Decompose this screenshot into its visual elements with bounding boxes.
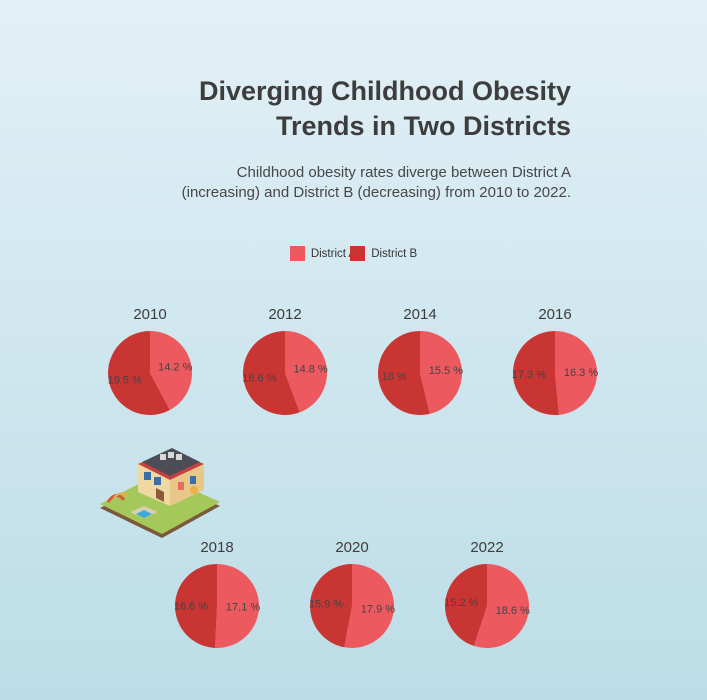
- chart-subtitle: Childhood obesity rates diverge between …: [181, 164, 571, 201]
- pie-label-2016: 2016: [538, 306, 571, 323]
- school-building-icon: [100, 448, 220, 538]
- pie-value-label-2010-district-b: 19.5 %: [108, 374, 142, 386]
- pie-slice-2022-district-b[interactable]: [444, 564, 487, 646]
- pie-label-2018: 2018: [200, 539, 233, 556]
- pie-value-label-2018-district-b: 16.6 %: [174, 600, 208, 612]
- pie-label-2020: 2020: [335, 539, 368, 556]
- pie-value-label-2016-district-b: 17.3 %: [512, 369, 546, 381]
- pie-label-2012: 2012: [268, 306, 301, 323]
- legend: District A District B: [0, 246, 707, 261]
- pie-label-2014: 2014: [403, 306, 436, 323]
- legend-swatch-district-a: [289, 246, 305, 261]
- pie-slice-2014-district-b[interactable]: [378, 331, 430, 416]
- pie-slice-2022-district-a[interactable]: [473, 564, 529, 648]
- pie-label-2010: 2010: [133, 306, 166, 323]
- legend-item-district-a[interactable]: District A: [289, 246, 357, 261]
- pie-slice-2010-district-b[interactable]: [107, 331, 170, 415]
- pie-slice-2018-district-b[interactable]: [174, 564, 217, 648]
- pie-slice-2014-district-a[interactable]: [420, 330, 463, 414]
- pie-slice-2016-district-b[interactable]: [513, 331, 559, 415]
- pie-2010: 2010 14.2 % 19.5 %: [108, 306, 193, 415]
- pie-value-label-2016-district-a: 16.3 %: [564, 367, 598, 379]
- legend-swatch-district-b: [350, 246, 366, 261]
- pie-2022: 2022 18.6 % 15.2 %: [444, 539, 530, 648]
- pie-slice-2010-district-a[interactable]: [150, 331, 192, 410]
- pie-slice-2012-district-b[interactable]: [243, 331, 300, 415]
- legend-label-district-a: District A: [310, 247, 357, 260]
- pie-value-label-2010-district-a: 14.2 %: [158, 362, 192, 374]
- pie-2020: 2020 17.9 % 15.9 %: [309, 539, 395, 648]
- pie-value-label-2012-district-b: 18.6 %: [242, 373, 276, 385]
- pie-value-label-2020-district-a: 17.9 %: [361, 603, 395, 615]
- pie-slice-2018-district-a[interactable]: [215, 564, 259, 648]
- pie-label-2022: 2022: [470, 539, 503, 556]
- pie-value-label-2014-district-b: 18 %: [382, 371, 407, 383]
- pie-2014: 2014 15.5 % 18 %: [378, 306, 463, 416]
- pie-2018: 2018 17.1 % 16.6 %: [174, 539, 260, 648]
- pie-slice-2016-district-a[interactable]: [555, 331, 598, 415]
- pie-value-label-2020-district-b: 15.9 %: [309, 599, 343, 611]
- pie-value-label-2022-district-b: 15.2 %: [444, 597, 478, 609]
- pie-slice-2012-district-a[interactable]: [285, 331, 327, 413]
- pie-value-label-2018-district-a: 17.1 %: [226, 602, 260, 614]
- pie-value-label-2022-district-a: 18.6 %: [496, 605, 530, 617]
- legend-label-district-b: District B: [371, 247, 418, 260]
- pie-value-label-2014-district-a: 15.5 %: [429, 365, 463, 377]
- pie-slice-2020-district-b[interactable]: [309, 564, 352, 648]
- legend-item-district-b[interactable]: District B: [350, 246, 417, 261]
- pie-2012: 2012 14.8 % 18.6 %: [242, 306, 328, 415]
- pie-2016: 2016 16.3 % 17.3 %: [512, 306, 598, 415]
- chart-title: Diverging Childhood Obesity Trends in Tw…: [198, 76, 571, 141]
- pie-slice-2020-district-a[interactable]: [344, 564, 394, 648]
- pie-value-label-2012-district-a: 14.8 %: [294, 363, 328, 375]
